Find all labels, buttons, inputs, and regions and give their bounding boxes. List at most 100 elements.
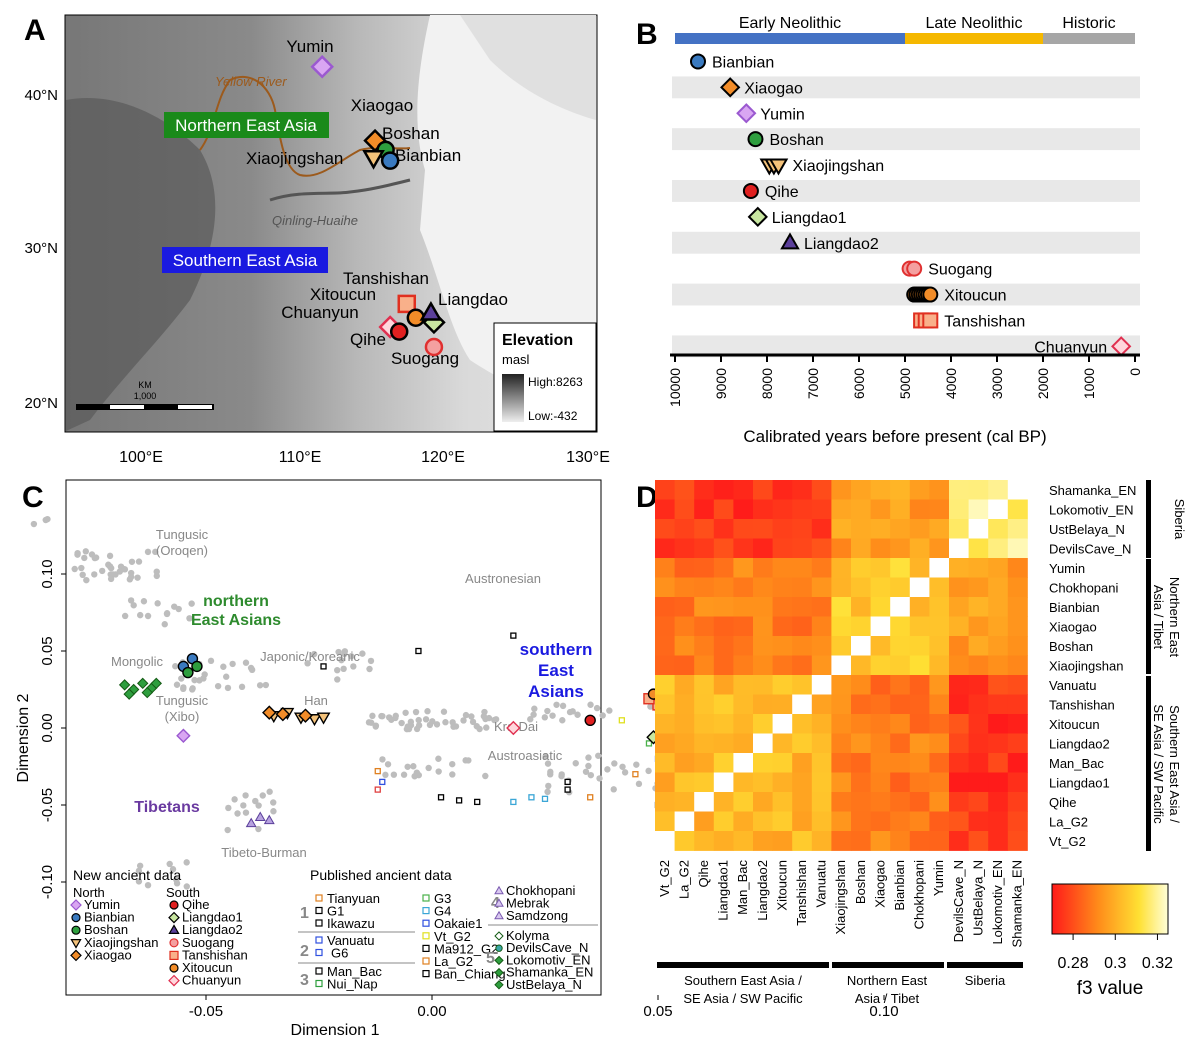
background-population-point <box>449 771 456 778</box>
background-population-point <box>599 712 606 719</box>
heatmap-cell <box>733 792 754 812</box>
background-population-point <box>545 782 552 790</box>
legend-published-label: Samdzong <box>506 908 568 923</box>
heatmap-cell <box>851 480 871 500</box>
group-label-northern: Northern EastAsia / Tibet <box>1151 577 1182 658</box>
heatmap-cell <box>988 597 1009 617</box>
heatmap-row-label: DevilsCave_N <box>1049 542 1131 557</box>
heatmap-cell <box>674 714 695 734</box>
scatter-x-tick-label: 0.10 <box>869 1003 898 1020</box>
legend-published-label: Kolyma <box>506 928 550 943</box>
timeline-point-xitoucun <box>922 286 939 303</box>
heatmap-col-label: Chokhopani <box>912 860 927 929</box>
heatmap-cell <box>929 538 950 559</box>
published-ancient-point <box>564 786 571 793</box>
heatmap-cell <box>929 831 950 851</box>
heatmap-cell <box>674 597 695 617</box>
background-population-point <box>544 788 551 796</box>
map-label-boshan: Boshan <box>382 124 440 143</box>
background-population-point <box>647 703 654 710</box>
legend-published-marker <box>315 919 323 927</box>
timeline-tick-label: 10000 <box>667 368 683 407</box>
heatmap-cell <box>988 792 1009 812</box>
label-southern-east-asians: southern East Asians <box>520 640 593 701</box>
background-population-point <box>171 603 178 610</box>
panel-a-map: A Yellow River Qinling-Huaihe Northern E… <box>24 14 610 466</box>
background-population-point <box>566 708 574 716</box>
heatmap-cell <box>988 733 1009 754</box>
heatmap-cell <box>1007 675 1028 695</box>
published-ancient-point <box>510 798 517 806</box>
scalebar-segment <box>178 405 212 409</box>
heatmap-cell <box>733 714 754 734</box>
background-population-point <box>398 719 405 727</box>
background-population-point <box>491 716 498 724</box>
heatmap-row-label: Lokomotiv_EN <box>1049 503 1134 518</box>
heatmap-cell <box>733 753 754 773</box>
heatmap-cell <box>870 655 891 676</box>
background-population-point <box>240 802 247 809</box>
group-label-northern-bottom: Northern East Asia / Tibet <box>847 973 928 1006</box>
heatmap-cell <box>870 558 891 578</box>
legend-marker-chuanyun <box>168 974 180 987</box>
legend-published-marker <box>422 944 430 953</box>
background-population-point <box>188 600 195 607</box>
heatmap-cell <box>694 480 715 500</box>
heatmap-cell <box>890 597 911 617</box>
heatmap-cell <box>870 597 891 617</box>
background-population-point <box>559 702 567 710</box>
background-population-point <box>621 769 629 776</box>
background-population-point <box>385 714 393 721</box>
background-population-point <box>476 725 483 733</box>
heatmap-cell <box>929 811 950 832</box>
heatmap-cell <box>909 733 930 754</box>
heatmap-cell <box>713 616 734 637</box>
heatmap-cell <box>1007 811 1028 832</box>
heatmap-cell <box>772 733 793 754</box>
northern-region-label: Northern East Asia <box>175 116 317 135</box>
heatmap-cell <box>851 733 871 754</box>
legend-label-boshan: Boshan <box>84 922 128 937</box>
background-population-point <box>107 575 115 583</box>
heatmap-cell <box>988 694 1009 715</box>
background-population-point <box>341 648 349 655</box>
background-population-point <box>367 657 375 665</box>
background-population-point <box>220 663 227 670</box>
background-population-point <box>411 773 418 780</box>
heatmap-cell <box>831 733 852 754</box>
heatmap-cell <box>831 480 852 500</box>
background-population-point <box>465 757 472 764</box>
heatmap-cell <box>674 558 695 578</box>
heatmap-cell <box>655 675 675 695</box>
heatmap-row-label: UstBelaya_N <box>1049 522 1125 537</box>
heatmap-cell <box>988 480 1009 500</box>
published-ancient-point <box>564 778 571 786</box>
heatmap-cell <box>655 831 675 851</box>
heatmap-cell <box>870 538 891 559</box>
heatmap-cell <box>792 499 813 520</box>
background-population-point <box>452 723 460 730</box>
background-population-point <box>270 808 277 815</box>
group-bar-northern <box>1146 559 1151 674</box>
heatmap-cell <box>851 811 871 832</box>
timeline-tick-label: 1000 <box>1081 368 1097 399</box>
heatmap-col-label: Lokomotiv_EN <box>990 860 1005 945</box>
background-population-point <box>200 675 207 682</box>
heatmap-cell <box>988 499 1009 520</box>
timeline-label-bianbian: Bianbian <box>712 54 774 71</box>
heatmap-cell <box>733 558 754 578</box>
lat-label-20: 20°N <box>24 395 58 412</box>
heatmap-cell <box>811 694 832 715</box>
legend-label-chuanyun: Chuanyun <box>182 973 241 988</box>
background-population-point <box>252 797 259 805</box>
scatter-xlabel: Dimension 1 <box>291 1022 380 1039</box>
panel-d-letter: D <box>636 481 658 514</box>
timeline-xlabel: Calibrated years before present (cal BP) <box>743 427 1046 446</box>
timeline-point-qihe <box>742 182 759 199</box>
heatmap-cell <box>811 753 832 773</box>
background-population-point <box>440 708 448 715</box>
legend-group-number: 3 <box>300 972 309 989</box>
legend-marker-qihe <box>169 900 179 910</box>
background-population-point <box>449 760 456 768</box>
background-population-point <box>338 656 345 664</box>
